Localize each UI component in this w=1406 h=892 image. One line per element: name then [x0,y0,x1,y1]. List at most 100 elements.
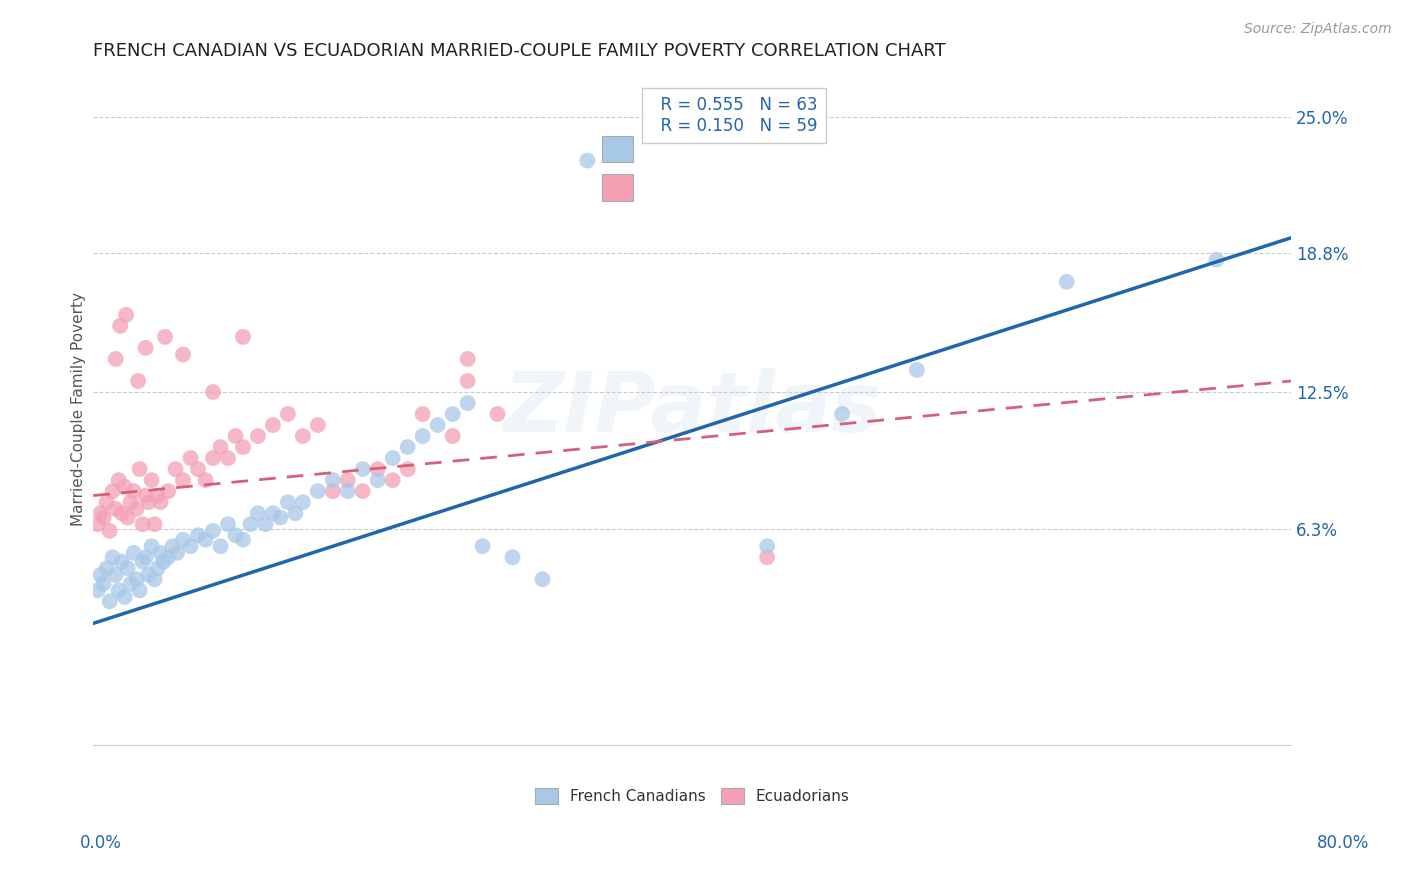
Point [138,568,160,582]
Point [269,510,291,524]
Point [152,555,174,569]
Point [831,407,853,421]
Point [246,429,269,443]
Point [232,330,254,344]
Point [1056,275,1078,289]
Point [457,351,479,366]
Point [162,539,184,553]
Point [441,407,464,421]
Point [336,473,359,487]
Point [101,484,124,499]
Point [756,550,779,565]
Point [284,506,307,520]
Point [201,384,224,399]
Point [217,451,239,466]
Point [224,528,246,542]
Point [131,555,153,569]
Point [209,539,232,553]
Point [127,374,149,388]
Point [201,524,224,538]
Point [146,561,169,575]
Point [502,550,524,565]
Point [98,524,121,538]
Point [531,572,554,586]
Point [86,517,108,532]
Point [187,462,209,476]
Point [180,451,202,466]
Point [201,451,224,466]
Point [277,407,299,421]
Point [135,341,157,355]
Point [125,501,148,516]
Point [108,318,131,333]
Point [166,546,188,560]
Point [101,550,124,565]
Point [291,495,314,509]
Point [122,484,145,499]
Point [120,576,142,591]
Point [117,510,139,524]
Point [381,451,404,466]
Point [172,533,194,547]
Point [157,550,180,565]
Point [262,506,284,520]
Point [254,517,277,532]
Point [114,480,136,494]
Point [756,539,779,553]
Point [194,473,217,487]
Text: FRENCH CANADIAN VS ECUADORIAN MARRIED-COUPLE FAMILY POVERTY CORRELATION CHART: FRENCH CANADIAN VS ECUADORIAN MARRIED-CO… [93,42,946,60]
Point [125,572,148,586]
Point [262,418,284,433]
Point [98,594,121,608]
Point [143,517,166,532]
Point [93,576,115,591]
Text: 0.0%: 0.0% [80,834,122,852]
Point [104,501,127,516]
Point [307,418,329,433]
Point [107,583,129,598]
Point [157,484,180,499]
Point [441,429,464,443]
Point [153,330,176,344]
Point [412,429,434,443]
Point [107,473,129,487]
Point [352,462,374,476]
Point [120,495,142,509]
Point [396,440,419,454]
Point [114,590,136,604]
Text: 80.0%: 80.0% [1316,834,1369,852]
Point [93,510,115,524]
Point [187,528,209,542]
Point [457,374,479,388]
Point [232,440,254,454]
Y-axis label: Married-Couple Family Poverty: Married-Couple Family Poverty [72,292,86,525]
Point [165,462,187,476]
Point [115,308,138,322]
Point [246,506,269,520]
Point [86,583,108,598]
Point [209,440,232,454]
Point [135,489,157,503]
Text: ZIPatlas: ZIPatlas [503,368,882,449]
Point [367,473,389,487]
Text: Source: ZipAtlas.com: Source: ZipAtlas.com [1244,22,1392,37]
Point [131,517,153,532]
Point [905,363,928,377]
Point [96,495,118,509]
Point [426,418,449,433]
Point [104,568,127,582]
Point [457,396,479,410]
Point [291,429,314,443]
Point [486,407,509,421]
Point [96,561,118,575]
Point [322,484,344,499]
Point [141,539,163,553]
Point [135,550,157,565]
Point [217,517,239,532]
Point [1205,252,1227,267]
Point [122,546,145,560]
Point [336,484,359,499]
Point [143,572,166,586]
Point [117,561,139,575]
Text: R = 0.555   N = 63
  R = 0.150   N = 59: R = 0.555 N = 63 R = 0.150 N = 59 [651,96,818,135]
